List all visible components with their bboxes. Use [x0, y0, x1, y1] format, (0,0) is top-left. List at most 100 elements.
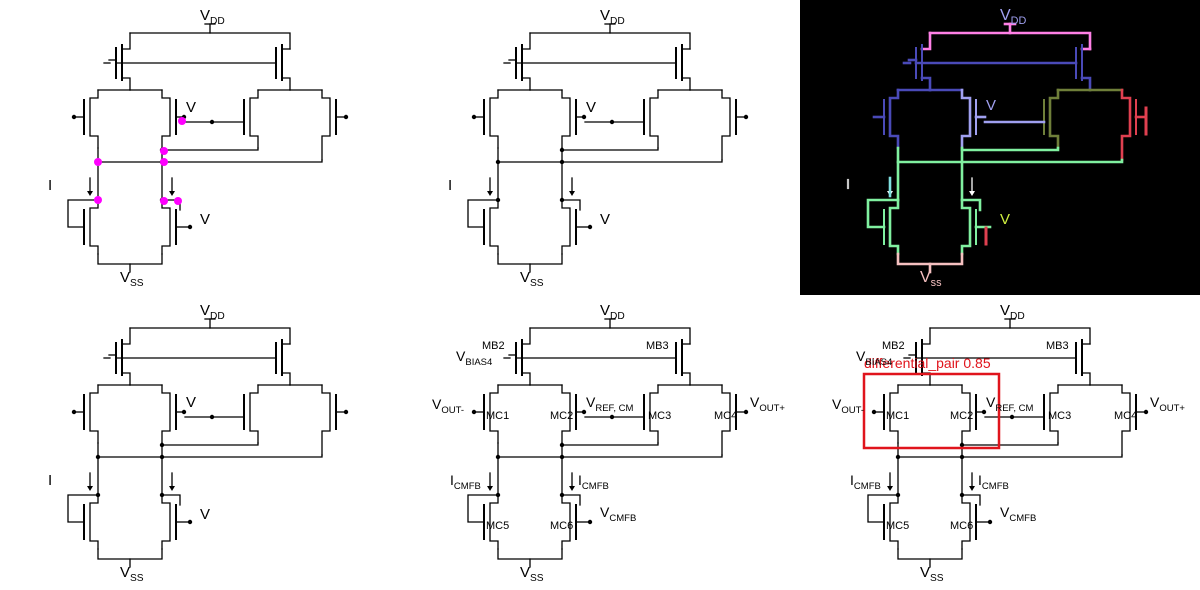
vout-plus-label-sub: OUT+: [759, 403, 785, 414]
vss-label-main: V: [120, 564, 130, 581]
icmfb-left-label: ICMFB: [850, 472, 881, 492]
v-label-bottom: V: [200, 506, 210, 523]
v-colored-bottom-main: V: [1000, 211, 1010, 228]
arrow-icmfb-right-head: [969, 191, 975, 196]
vdd-label-sub: DD: [210, 16, 225, 27]
mc2-body: [961, 384, 971, 444]
mc2-body: [960, 88, 972, 150]
junction-dot: [587, 519, 593, 525]
mc3-body: [1049, 384, 1059, 444]
node-marker: [160, 158, 168, 166]
vdd-rail: [929, 327, 1091, 345]
junction-dot: [495, 492, 501, 498]
mc5-body: [889, 494, 899, 550]
vdd-rail: [529, 327, 691, 345]
v-label-bottom-main: V: [200, 211, 210, 228]
junction-dot: [209, 119, 215, 125]
vss-label: VSS: [520, 269, 544, 289]
vbias4-label: VBIAS4: [856, 348, 893, 368]
vdd-label: VDD: [200, 7, 225, 27]
mc5-label-main: MC5: [486, 520, 509, 532]
junction-dot: [343, 114, 349, 120]
mc3-label-main: MC3: [648, 410, 671, 422]
mc5-diode: [866, 198, 900, 229]
mc4-body: [321, 89, 331, 161]
junction-dot: [609, 119, 615, 125]
junction-dot: [559, 492, 565, 498]
vout-minus-label: VOUT-: [832, 396, 864, 416]
vss-label: VSS: [920, 564, 944, 584]
mc6-label-main: MC6: [550, 520, 573, 532]
mb3-label-main: MB3: [646, 340, 669, 352]
mc6-body: [561, 199, 571, 255]
junction-dot: [471, 114, 477, 120]
mc4-body: [721, 89, 731, 161]
mc4-body: [1121, 384, 1131, 456]
output-cross-2: [161, 147, 259, 151]
mc1-label-main: MC1: [886, 410, 909, 422]
mc3-label: MC3: [648, 410, 671, 422]
mc6-body: [161, 494, 171, 550]
icmfb-right-label: ICMFB: [578, 472, 609, 492]
arrow-icmfb-right-head: [169, 191, 175, 196]
junction-dot: [159, 454, 165, 460]
vss-rail: [97, 253, 163, 265]
mb3-label: MB3: [1046, 340, 1069, 352]
junction-dot: [895, 492, 901, 498]
vbias4-label-sub: BIAS4: [465, 357, 493, 368]
junction-dot: [471, 409, 477, 415]
vss-label-main: V: [920, 564, 930, 581]
v-label-bottom-main: V: [200, 506, 210, 523]
v-label-top-main: V: [586, 99, 596, 116]
vdd-label-sub: DD: [1010, 311, 1025, 322]
vss-label-main: V: [120, 269, 130, 286]
vref-label-sub: REF, CM: [995, 403, 1033, 414]
arrow-icmfb-right-head: [169, 486, 175, 491]
vss-label: VSS: [120, 564, 144, 584]
arrow-icmfb-left-head: [487, 191, 493, 196]
vdd-rail-left: [521, 327, 531, 345]
vss-colored-label-main: V: [920, 269, 931, 286]
mc6-tie: [961, 494, 981, 506]
vss-label-main: V: [520, 564, 530, 581]
output-cross: [497, 147, 723, 163]
vcmfb-label-sub: CMFB: [609, 513, 636, 524]
vdd-label: VDD: [1000, 302, 1025, 322]
mc5-body: [489, 494, 499, 550]
mb3-label: MB3: [646, 340, 669, 352]
panel-raw-schematic-top: VDD VSS V I V: [400, 0, 800, 295]
mc5-body: [888, 198, 900, 256]
junction-dot: [187, 519, 193, 525]
vdd-label-sub: DD: [610, 16, 625, 27]
vref-label: VREF, CM: [586, 394, 633, 414]
junction-dot: [71, 114, 77, 120]
v-label-bottom: V: [200, 211, 210, 228]
junction-dot: [959, 454, 965, 460]
mc1-body: [489, 384, 499, 444]
mb2-label: MB2: [882, 340, 905, 352]
junction-dot: [159, 492, 165, 498]
junction-dot: [871, 409, 877, 415]
vdd-colored-label-sub: DD: [1011, 15, 1027, 27]
detection-box: [862, 372, 1001, 450]
i-label: I: [48, 177, 52, 194]
node-marker: [160, 147, 168, 155]
v-label-top: V: [186, 394, 196, 411]
vref-label-main: V: [586, 394, 596, 410]
mc4-body: [1120, 88, 1132, 162]
mc6-tie: [161, 494, 181, 506]
junction-dot: [495, 197, 501, 203]
mb3-drain: [681, 372, 691, 386]
icmfb-right-label-main: I: [578, 472, 582, 488]
junction-dot: [95, 492, 101, 498]
vdd-label-main: V: [1000, 302, 1010, 319]
vout-plus-label: VOUT+: [1150, 394, 1185, 414]
mc3-body: [1048, 88, 1060, 150]
mc6-tie: [561, 199, 581, 211]
v-label-top: V: [586, 99, 596, 116]
